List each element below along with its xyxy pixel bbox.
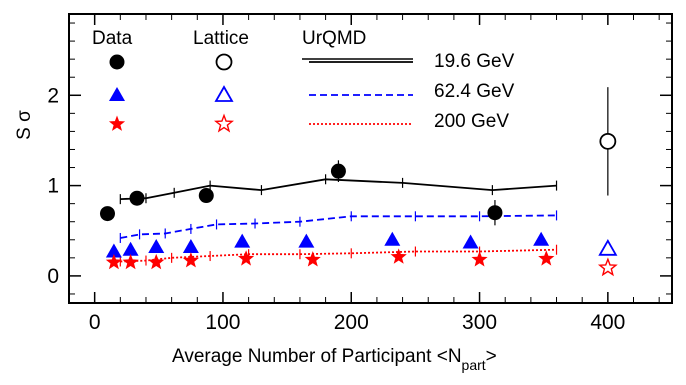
plot-frame (68, 13, 673, 304)
data-point (533, 231, 550, 246)
urqmd-line-19-6 (120, 178, 557, 200)
data-point (298, 233, 315, 248)
data-point (182, 252, 199, 268)
lattice-point (599, 132, 617, 150)
legend: Data Lattice UrQMD 19.6 GeV 62.4 GeV 200… (92, 28, 515, 133)
x-axis-label: Average Number of Participant <Npart> (172, 346, 497, 373)
y-tick-label: 1 (47, 175, 59, 198)
axis-ticks: 0 100 200 300 400 0 1 2 (47, 14, 672, 334)
legend-energy-200: 200 GeV (434, 111, 509, 132)
data-point (538, 250, 555, 266)
y-tick-label: 2 (47, 84, 59, 107)
x-axis-label-main: Average Number of Participant <N (172, 346, 462, 367)
legend-header-urqmd: UrQMD (302, 28, 366, 49)
data-point (390, 248, 407, 264)
data-point (182, 239, 199, 254)
legend-header-data: Data (92, 28, 133, 49)
data-point (105, 243, 122, 258)
legend-lattice-marker (215, 53, 233, 71)
legend-lattice-marker (213, 113, 235, 133)
x-tick-label: 100 (205, 311, 240, 334)
urqmd-lines (119, 174, 558, 267)
data-point (198, 188, 214, 204)
data-point (122, 241, 139, 256)
legend-lattice-marker (214, 85, 234, 102)
data-point (105, 253, 122, 270)
legend-data-marker (109, 87, 125, 101)
data-point (234, 233, 251, 248)
x-tick-label: 200 (334, 311, 369, 334)
y-tick-label: 0 (47, 265, 59, 288)
data-point (238, 250, 255, 266)
lattice-point (598, 238, 618, 256)
data-point (487, 205, 503, 221)
lattice-point (597, 257, 618, 277)
data-point (148, 239, 165, 254)
data-point (471, 251, 488, 267)
error-bars (106, 87, 609, 264)
data-point (122, 253, 139, 270)
x-tick-label: 300 (462, 311, 497, 334)
x-axis-label-sub: part (462, 357, 486, 373)
data-point (384, 231, 401, 246)
legend-data-marker (108, 115, 126, 131)
legend-header-lattice: Lattice (193, 28, 249, 49)
y-axis-label: S σ (14, 110, 35, 140)
data-point (304, 251, 321, 267)
data-point (129, 190, 145, 206)
legend-data-marker (109, 54, 125, 70)
legend-energy-19: 19.6 GeV (434, 51, 515, 72)
data-markers (99, 132, 618, 277)
data-point (330, 163, 346, 179)
legend-energy-62: 62.4 GeV (434, 81, 515, 102)
x-axis-label-end: > (486, 346, 497, 367)
data-point (99, 206, 115, 222)
x-tick-label: 400 (590, 311, 625, 334)
data-point (462, 234, 479, 249)
data-point (148, 253, 165, 270)
x-tick-label: 0 (89, 311, 101, 334)
